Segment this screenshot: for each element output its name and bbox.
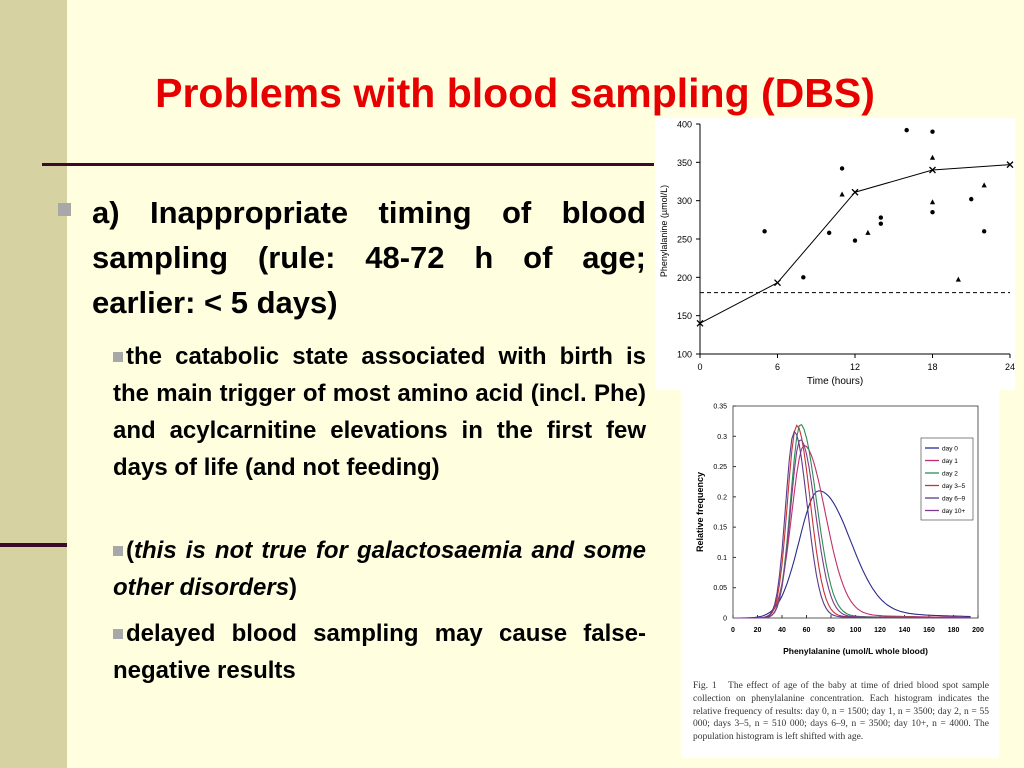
x-tick-label: 20	[754, 627, 762, 634]
sub-bullet-delayed: delayed blood sampling may cause false-n…	[113, 615, 646, 689]
sub-bullet-galactosaemia: (this is not true for galactosaemia and …	[113, 532, 646, 606]
legend-label: day 0	[942, 446, 958, 453]
data-point-triangle	[929, 199, 936, 205]
median-point-cross	[851, 188, 859, 196]
legend-label: day 10+	[942, 508, 966, 515]
main-bullet-text: a) Inappropriate timing of blood samplin…	[92, 195, 646, 320]
paren-close: )	[289, 574, 298, 601]
y-axis-label: Relative frequency	[695, 472, 705, 552]
median-point-cross	[774, 279, 781, 287]
slide-title: Problems with blood sampling (DBS)	[155, 70, 875, 116]
legend-label: day 2	[942, 471, 958, 478]
y-tick-label: 0.35	[713, 404, 727, 411]
data-point-triangle	[865, 229, 871, 235]
data-point-dot	[826, 230, 832, 236]
median-point-cross	[1006, 161, 1014, 169]
x-axis-label: Time (hours)	[807, 376, 863, 387]
sub-bullet-catabolic: the catabolic state associated with birt…	[113, 338, 646, 486]
x-tick-label: 12	[850, 362, 860, 372]
median-line	[699, 164, 1011, 324]
x-tick-label: 18	[927, 362, 937, 372]
x-tick-label: 6	[775, 362, 780, 372]
data-point-dot	[969, 196, 974, 202]
x-tick-label: 180	[948, 627, 960, 634]
data-point-dot	[904, 127, 909, 133]
data-point-dot	[801, 275, 806, 280]
data-point-dot	[762, 229, 767, 234]
data-point-dot	[878, 221, 884, 226]
caption-label: Fig. 1	[693, 681, 717, 691]
phe-time-chart: 100 150 200 250 300 350 400 0 6 12 18 24 Time (hours…	[655, 118, 1015, 390]
y-tick-label: 0.2	[717, 494, 727, 501]
data-point-dot	[981, 229, 987, 234]
data-point-triangle	[929, 154, 936, 160]
y-tick-label: 0.3	[717, 434, 727, 441]
phe-time-plot: 100 150 200 250 300 350 400 0 6 12 18 24 Time (hours…	[659, 120, 1015, 388]
x-tick-label: 80	[827, 627, 835, 634]
frequency-chart: 0 0.05 0.1 0.15 0.2 0.25 0.3 0.35 0 20 40 60 80 100 12…	[681, 390, 999, 758]
data-point-dot	[852, 238, 858, 243]
x-tick-label: 60	[803, 627, 811, 634]
y-tick-label: 0.05	[713, 585, 727, 592]
main-bullet: a) Inappropriate timing of blood samplin…	[48, 190, 646, 325]
legend-label: day 6–9	[942, 496, 966, 503]
paren-open: (	[126, 537, 134, 564]
sub-bullet-italic-text: this is not true for galactosaemia and s…	[113, 537, 646, 601]
y-tick-label: 0	[723, 616, 727, 623]
x-tick-label: 0	[731, 627, 735, 634]
sub-bullet-icon	[113, 629, 123, 639]
data-point-triangle	[981, 182, 987, 188]
data-point-dot	[930, 209, 935, 215]
y-axis-label: Phenylalanine (µmol/L)	[659, 185, 669, 277]
x-tick-label: 24	[1005, 362, 1015, 372]
x-tick-label: 160	[923, 627, 935, 634]
frequency-plot: 0 0.05 0.1 0.15 0.2 0.25 0.3 0.35 0 20 40 60 80 100 12…	[695, 404, 984, 657]
x-tick-label: 200	[972, 627, 984, 634]
data-point-dot	[930, 129, 935, 134]
y-tick-label: 100	[677, 350, 692, 360]
left-decorative-band	[0, 0, 67, 768]
x-tick-label: 120	[874, 627, 886, 634]
y-tick-label: 400	[677, 120, 692, 130]
caption-text: The effect of age of the baby at time of…	[693, 681, 989, 743]
data-point-dot	[878, 215, 884, 220]
sub-bullet-icon	[113, 546, 123, 556]
median-point-cross	[696, 319, 704, 327]
x-axis-label: Phenylalanine (umol/L whole blood)	[783, 646, 928, 656]
legend-label: day 3–5	[942, 483, 966, 490]
y-tick-label: 0.15	[713, 525, 727, 532]
y-tick-label: 250	[677, 235, 692, 245]
side-divider	[0, 543, 67, 547]
data-point-triangle	[955, 276, 961, 282]
bullet-square-icon	[58, 203, 71, 216]
y-tick-label: 0.1	[717, 555, 727, 562]
figure-caption: Fig. 1 The effect of age of the baby at …	[693, 680, 989, 744]
x-tick-label: 100	[850, 627, 862, 634]
median-point-cross	[929, 166, 936, 174]
data-point-triangle	[839, 191, 845, 197]
sub-bullet-text: the catabolic state associated with birt…	[113, 343, 646, 481]
data-point-dot	[839, 166, 845, 171]
title-divider	[42, 163, 654, 166]
y-tick-label: 300	[677, 196, 692, 206]
legend-label: day 1	[942, 458, 958, 465]
y-tick-label: 200	[677, 273, 692, 283]
y-tick-label: 150	[677, 311, 692, 321]
legend-box	[920, 437, 974, 521]
sub-bullet-text: delayed blood sampling may cause false-n…	[113, 620, 646, 684]
x-tick-label: 140	[899, 627, 911, 634]
series-curve	[733, 439, 971, 619]
x-tick-label: 40	[778, 627, 786, 634]
y-tick-label: 350	[677, 158, 692, 168]
sub-bullet-icon	[113, 352, 123, 362]
x-tick-label: 0	[697, 362, 702, 372]
y-tick-label: 0.25	[713, 464, 727, 471]
